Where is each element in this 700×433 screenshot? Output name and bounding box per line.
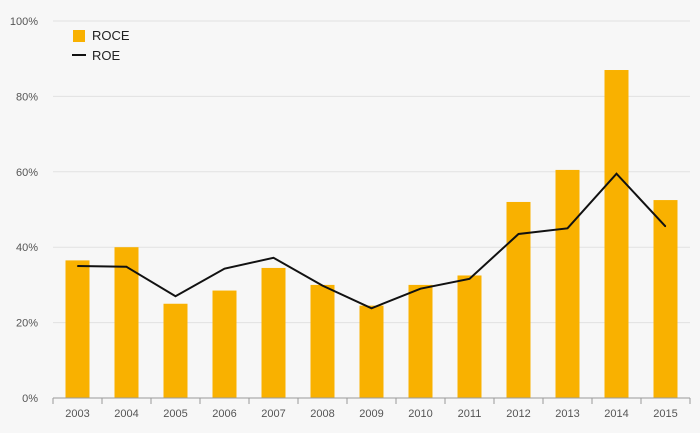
- point-roe: [272, 257, 275, 259]
- point-roe: [76, 265, 79, 267]
- point-roe: [370, 307, 373, 309]
- bar-roce: [555, 169, 580, 398]
- point-roe: [615, 173, 618, 175]
- point-roe: [664, 225, 667, 228]
- legend-label-roce: ROCE: [92, 28, 130, 43]
- x-tick-label: 2013: [555, 408, 579, 420]
- legend: ROCE ROE: [72, 28, 130, 63]
- point-roe: [125, 266, 128, 268]
- x-tick-label: 2015: [653, 408, 677, 420]
- x-tick-label: 2005: [163, 408, 187, 420]
- x-axis: [52, 397, 691, 404]
- y-tick-label: 40%: [16, 242, 38, 254]
- legend-label-roe: ROE: [92, 48, 121, 63]
- bar-roce: [604, 70, 629, 398]
- x-tick-label: 2010: [408, 408, 432, 420]
- y-tick-label: 0%: [22, 393, 38, 405]
- x-tick-label: 2004: [114, 408, 138, 420]
- y-tick-label: 20%: [16, 318, 38, 330]
- x-tick-label: 2009: [359, 408, 383, 420]
- point-roe: [223, 268, 226, 270]
- bar-roce: [163, 303, 188, 398]
- point-roe: [419, 288, 422, 290]
- point-roe: [321, 285, 324, 287]
- point-roe: [468, 278, 471, 280]
- x-tick-label: 2014: [604, 408, 628, 420]
- x-tick-label: 2007: [261, 408, 285, 420]
- point-roe: [174, 295, 177, 297]
- y-axis-tick-labels: 0% 20% 40% 60% 80% 100%: [10, 16, 38, 405]
- x-tick-label: 2003: [65, 408, 89, 420]
- bar-roce: [114, 247, 139, 398]
- x-tick-label: 2006: [212, 408, 236, 420]
- bar-roce: [359, 305, 384, 398]
- roce-bars: [65, 70, 678, 398]
- y-tick-label: 100%: [10, 16, 38, 28]
- y-tick-label: 60%: [16, 167, 38, 179]
- bar-roce: [310, 284, 335, 398]
- bar-roce: [457, 275, 482, 398]
- bar-roce: [261, 267, 286, 398]
- legend-swatch-roce: [73, 30, 85, 42]
- roe-line-group: [76, 172, 667, 310]
- bar-roce: [653, 200, 678, 398]
- gridlines: [53, 20, 690, 324]
- bar-roce: [65, 260, 90, 398]
- bar-roce: [212, 290, 237, 398]
- y-tick-label: 80%: [16, 91, 38, 103]
- point-roe: [566, 227, 569, 229]
- x-tick-label: 2012: [506, 408, 530, 420]
- bar-roce: [408, 284, 433, 398]
- bar-roce: [506, 201, 531, 398]
- x-axis-tick-labels: 2003 2004 2005 2006 2007 2008 2009 2010 2011 2012…: [65, 408, 677, 420]
- x-tick-label: 2008: [310, 408, 334, 420]
- x-tick-label: 2011: [458, 408, 482, 420]
- point-roe: [517, 233, 520, 235]
